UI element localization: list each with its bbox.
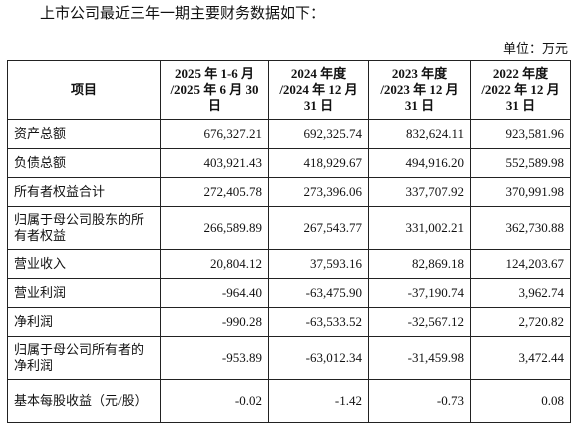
header-line: 31 日	[303, 98, 334, 113]
header-cell: 2022 年度/2022 年 12 月 31 日	[470, 60, 571, 120]
value-cell: 418,929.67	[268, 148, 369, 178]
header-line: /2023 年 12 月	[380, 82, 459, 97]
row-label: 归属于母公司所有者的净利润	[7, 336, 161, 380]
header-cell: 2023 年度/2023 年 12 月 31 日	[368, 60, 471, 120]
row-label: 营业收入	[7, 249, 161, 279]
value-cell: 494,916.20	[368, 148, 471, 178]
value-cell: 0.08	[470, 379, 571, 423]
value-cell: -63,012.34	[268, 336, 369, 380]
value-cell: -32,567.12	[368, 307, 471, 337]
header-line: 日	[207, 98, 221, 113]
value-cell: -964.40	[160, 278, 269, 308]
header-line: /2025 年 6 月 30	[170, 82, 259, 97]
header-line: 2024 年度	[290, 66, 347, 81]
row-label: 归属于母公司股东的所有者权益	[7, 206, 161, 250]
header-cell: 2024 年度/2024 年 12 月 31 日	[268, 60, 369, 120]
header-row: 项目 2025 年 1-6 月/2025 年 6 月 30 日 2024 年度/202…	[7, 60, 571, 120]
table-row: 净利润 -990.28 -63,533.52 -32,567.12 2,720.82	[7, 307, 571, 337]
financial-table: 项目 2025 年 1-6 月/2025 年 6 月 30 日 2024 年度/202…	[7, 60, 571, 423]
header-line: 2023 年度	[391, 66, 448, 81]
table-body: 资产总额 676,327.21 692,325.74 832,624.11 923,58…	[7, 119, 571, 423]
header-line: /2024 年 12 月	[279, 82, 358, 97]
value-cell: 370,991.98	[470, 177, 571, 207]
value-cell: 37,593.16	[268, 249, 369, 279]
table-row: 归属于母公司所有者的净利润 -953.89 -63,012.34 -31,459.98…	[7, 336, 571, 380]
value-cell: -31,459.98	[368, 336, 471, 380]
header-line: 31 日	[505, 98, 536, 113]
header-line: 31 日	[404, 98, 435, 113]
value-cell: -63,475.90	[268, 278, 369, 308]
header-line: 2022 年度	[492, 66, 549, 81]
intro-text: 上市公司最近三年一期主要财务数据如下：	[40, 6, 326, 22]
table-row: 营业收入 20,804.12 37,593.16 82,869.18 124,203.6…	[7, 249, 571, 279]
unit-label: 单位：万元	[502, 41, 568, 56]
value-cell: -990.28	[160, 307, 269, 337]
table-row: 所有者权益合计 272,405.78 273,396.06 337,707.92 370…	[7, 177, 571, 207]
header-cell: 项目	[7, 60, 161, 120]
value-cell: 362,730.88	[470, 206, 571, 250]
value-cell: 273,396.06	[268, 177, 369, 207]
value-cell: -37,190.74	[368, 278, 471, 308]
value-cell: 552,589.98	[470, 148, 571, 178]
value-cell: 266,589.89	[160, 206, 269, 250]
value-cell: 403,921.43	[160, 148, 269, 178]
value-cell: -63,533.52	[268, 307, 369, 337]
row-label: 所有者权益合计	[7, 177, 161, 207]
value-cell: 3,472.44	[470, 336, 571, 380]
value-cell: 124,203.67	[470, 249, 571, 279]
row-label: 营业利润	[7, 278, 161, 308]
value-cell: 267,543.77	[268, 206, 369, 250]
table-row: 基本每股收益（元/股） -0.02 -1.42 -0.73 0.08	[7, 379, 571, 423]
value-cell: 3,962.74	[470, 278, 571, 308]
row-label: 负债总额	[7, 148, 161, 178]
table-row: 营业利润 -964.40 -63,475.90 -37,190.74 3,962.74	[7, 278, 571, 308]
value-cell: 272,405.78	[160, 177, 269, 207]
value-cell: -953.89	[160, 336, 269, 380]
table-row: 归属于母公司股东的所有者权益 266,589.89 267,543.77 331,00…	[7, 206, 571, 250]
table-row: 资产总额 676,327.21 692,325.74 832,624.11 923,58…	[7, 119, 571, 149]
row-label: 资产总额	[7, 119, 161, 149]
value-cell: 337,707.92	[368, 177, 471, 207]
value-cell: 676,327.21	[160, 119, 269, 149]
value-cell: 331,002.21	[368, 206, 471, 250]
header-cell: 2025 年 1-6 月/2025 年 6 月 30 日	[160, 60, 269, 120]
value-cell: 832,624.11	[368, 119, 471, 149]
value-cell: 692,325.74	[268, 119, 369, 149]
table-row: 负债总额 403,921.43 418,929.67 494,916.20 552,58…	[7, 148, 571, 178]
value-cell: 82,869.18	[368, 249, 471, 279]
header-line: 2025 年 1-6 月	[174, 66, 255, 81]
row-label: 基本每股收益（元/股）	[7, 379, 161, 423]
value-cell: -0.02	[160, 379, 269, 423]
value-cell: 20,804.12	[160, 249, 269, 279]
value-cell: 923,581.96	[470, 119, 571, 149]
value-cell: -0.73	[368, 379, 471, 423]
header-line: /2022 年 12 月	[481, 82, 560, 97]
header-line: 项目	[70, 82, 97, 97]
row-label: 净利润	[7, 307, 161, 337]
value-cell: -1.42	[268, 379, 369, 423]
value-cell: 2,720.82	[470, 307, 571, 337]
